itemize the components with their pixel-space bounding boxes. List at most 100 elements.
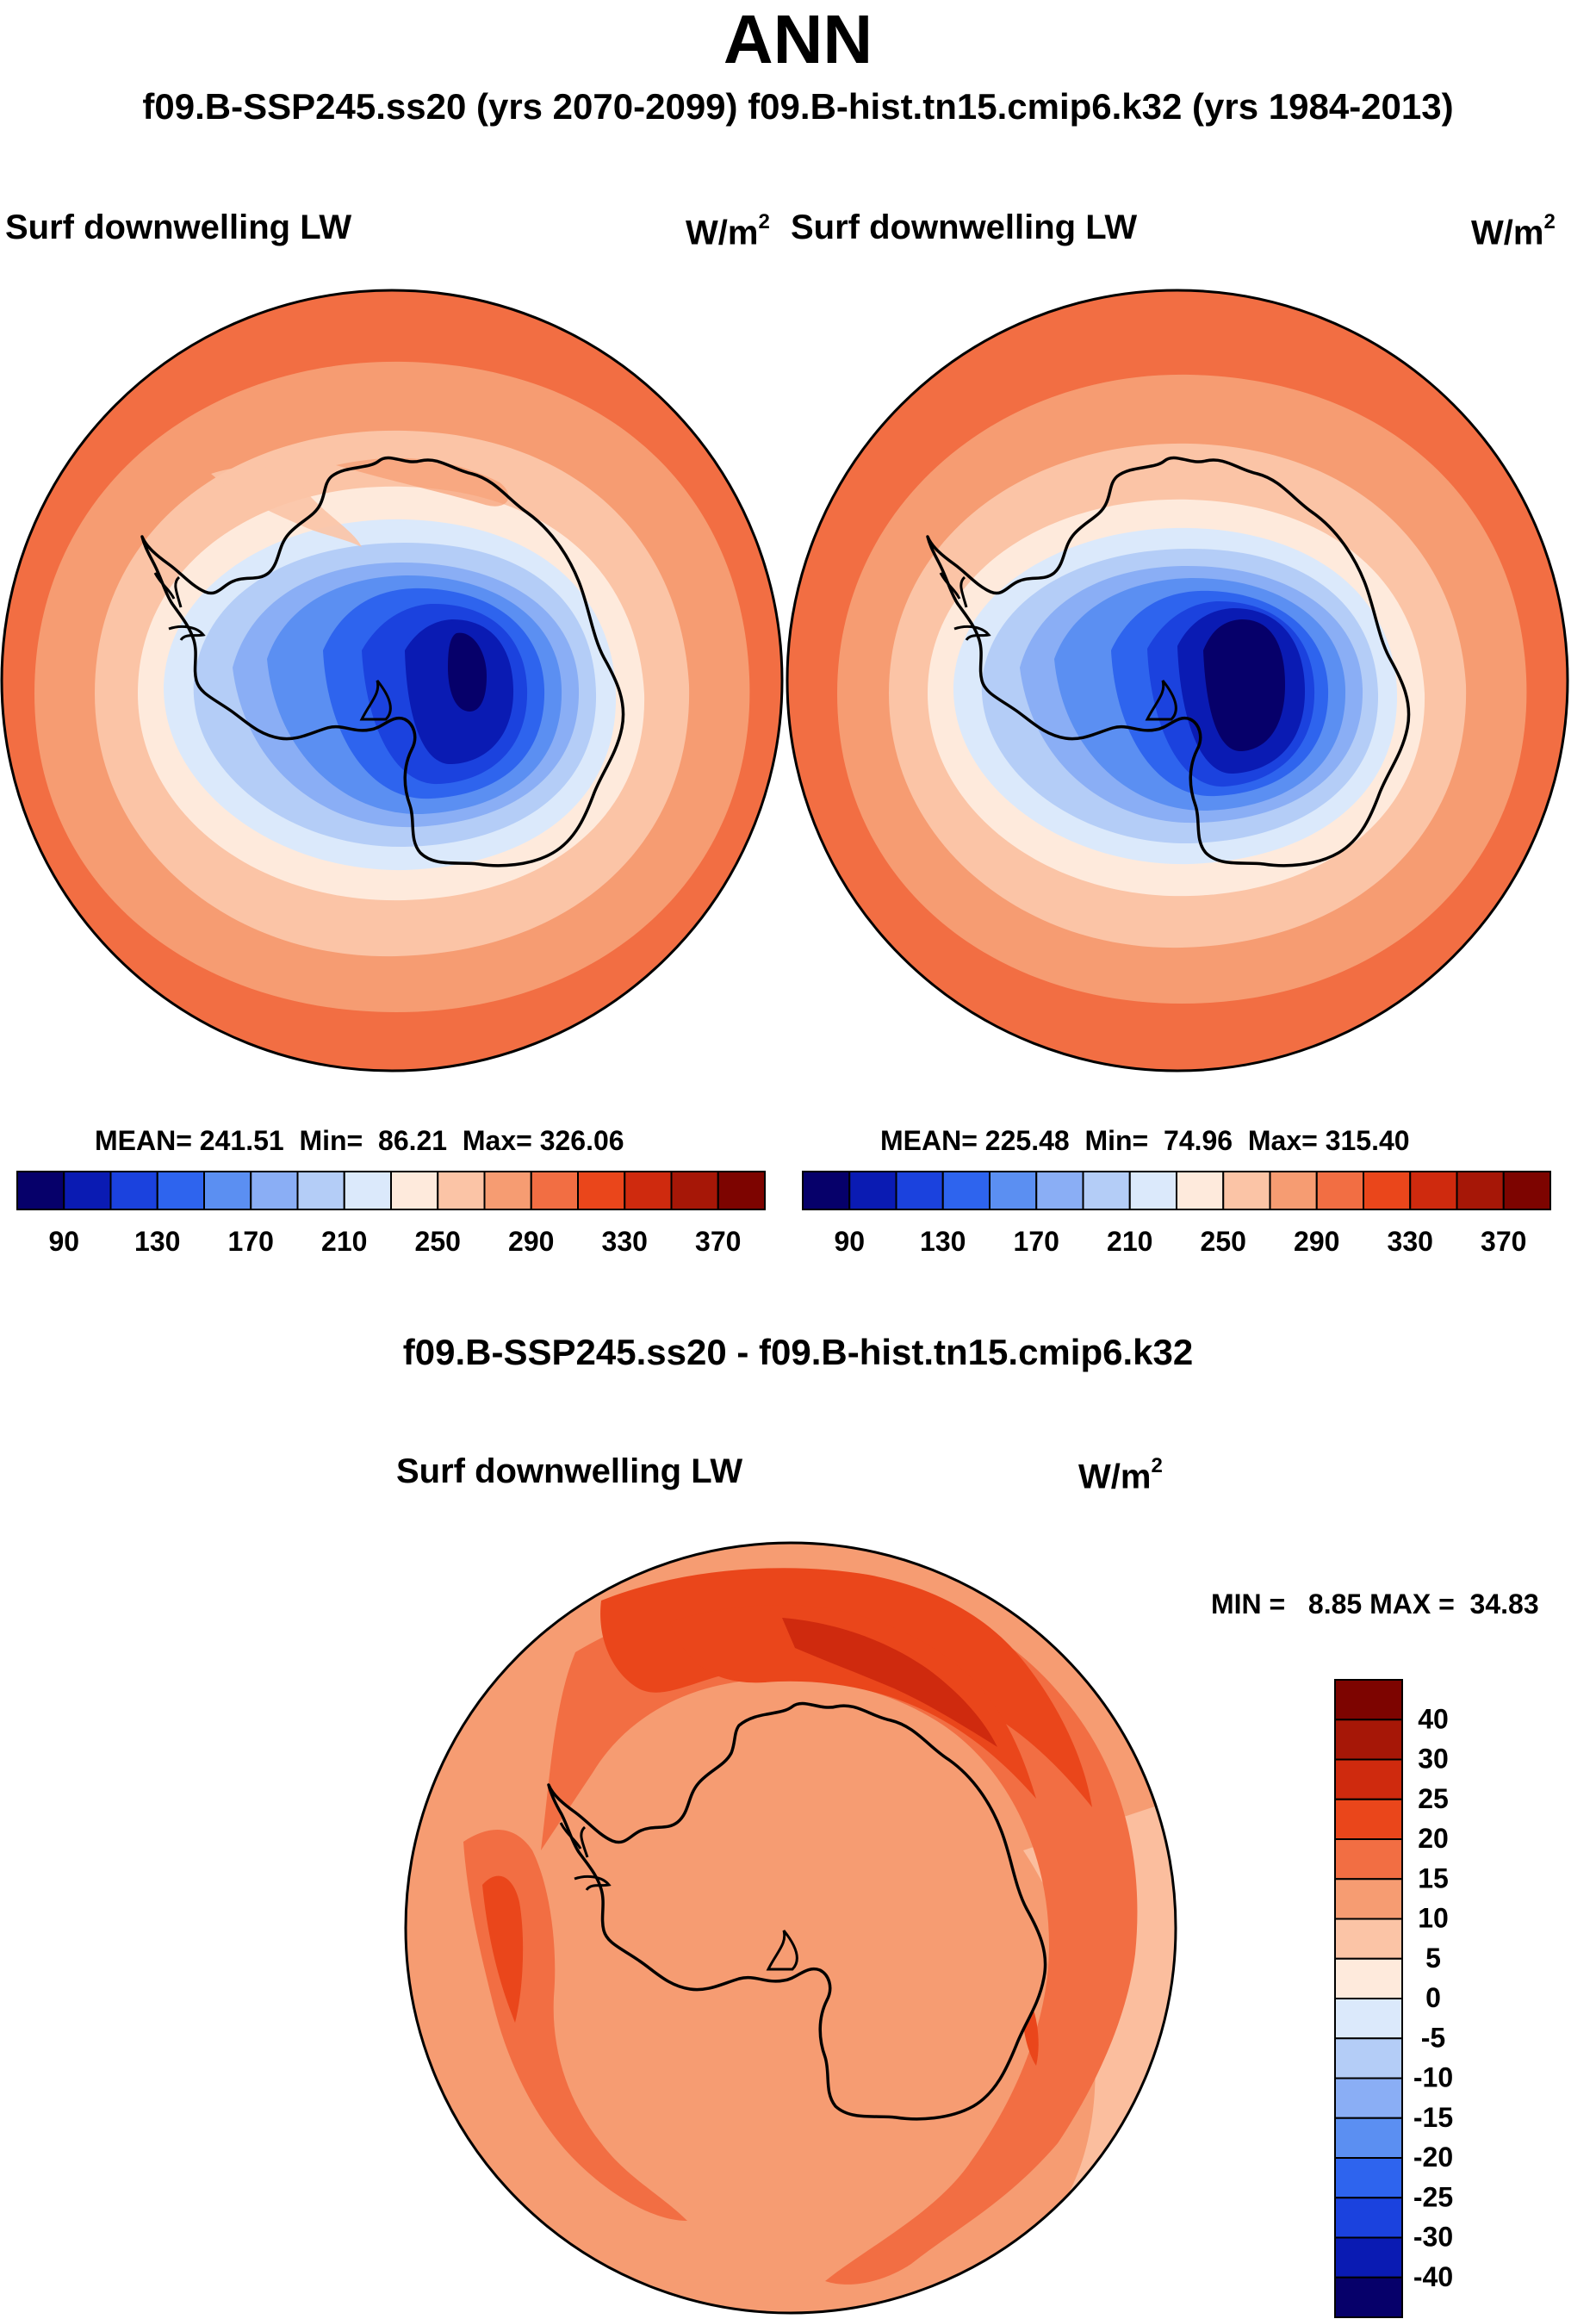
right-colorbar-label: 130 bbox=[920, 1226, 966, 1257]
right-colorbar-label: 290 bbox=[1294, 1226, 1339, 1257]
diff-colorbar-label: -25 bbox=[1413, 2181, 1453, 2212]
left-antarctica-coastline bbox=[140, 456, 625, 867]
left-colorbar-box-13 bbox=[624, 1171, 673, 1210]
diff-colorbar-label: -20 bbox=[1413, 2142, 1453, 2173]
diff-colorbar-label: 5 bbox=[1425, 1943, 1441, 1974]
diff-colorbar: 40 30 25 20 15 10 5 0 -5 -10 -15 -20 -25 -30 -40 bbox=[1334, 1679, 1453, 2318]
diff-antarctica-coastline bbox=[547, 1701, 1047, 2121]
diff-colorbar-label: -40 bbox=[1413, 2261, 1453, 2292]
left-colorbar-box-4 bbox=[203, 1171, 252, 1210]
left-panel-units: W/m2 bbox=[686, 210, 770, 252]
right-colorbar-label: 170 bbox=[1014, 1226, 1059, 1257]
left-colorbar-label: 370 bbox=[695, 1226, 741, 1257]
right-panel-stats: MEAN= 225.48 Min= 74.96 Max= 315.40 bbox=[880, 1125, 1410, 1156]
diff-field-20-ring bbox=[541, 1589, 1138, 2285]
left-field-90 bbox=[448, 632, 487, 712]
diff-colorbar-box-5 bbox=[1334, 1878, 1403, 1920]
left-colorbar-box-11 bbox=[530, 1171, 579, 1210]
left-colorbar-box-2 bbox=[109, 1171, 158, 1210]
diff-colorbar-label: 30 bbox=[1418, 1744, 1449, 1775]
diff-peninsula-detail bbox=[559, 1822, 612, 1891]
right-colorbar-label: 330 bbox=[1388, 1226, 1433, 1257]
left-colorbar-box-10 bbox=[483, 1171, 532, 1210]
diff-colorbar-box-4 bbox=[1334, 1838, 1403, 1881]
right-colorbar-label: 250 bbox=[1201, 1226, 1246, 1257]
left-polar-map bbox=[0, 289, 784, 1072]
diff-colorbar-label: -5 bbox=[1421, 2022, 1445, 2053]
diff-colorbar-box-3 bbox=[1334, 1798, 1403, 1840]
diff-map-border bbox=[404, 1541, 1177, 2315]
diff-field-30 bbox=[782, 1618, 997, 1747]
right-colorbar-box-15 bbox=[1502, 1171, 1551, 1210]
diff-ross-shelf-detail bbox=[766, 1930, 798, 1971]
left-colorbar-box-8 bbox=[390, 1171, 439, 1210]
right-map-border bbox=[786, 289, 1569, 1072]
left-colorbar-box-7 bbox=[343, 1171, 392, 1210]
left-colorbar-box-15 bbox=[717, 1171, 766, 1210]
right-antarctica-coastline bbox=[926, 456, 1411, 867]
diff-colorbar-label: -15 bbox=[1413, 2102, 1453, 2133]
right-colorbar-label: 370 bbox=[1481, 1226, 1526, 1257]
diff-colorbar-label: 25 bbox=[1418, 1783, 1449, 1814]
diff-colorbar-box-8 bbox=[1334, 1998, 1403, 2040]
diff-colorbar-label: -10 bbox=[1413, 2062, 1453, 2093]
right-colorbar-box-5 bbox=[1035, 1171, 1084, 1210]
right-panel-title: Surf downwelling LW bbox=[791, 208, 1138, 246]
right-colorbar-box-10 bbox=[1269, 1171, 1318, 1210]
diff-colorbar-label: -30 bbox=[1413, 2222, 1453, 2253]
diff-colorbar-label: 0 bbox=[1425, 1982, 1441, 2013]
diff-colorbar-box-14 bbox=[1334, 2236, 1403, 2279]
diff-colorbar-box-7 bbox=[1334, 1957, 1403, 1999]
left-colorbar-box-12 bbox=[577, 1171, 626, 1210]
right-colorbar-box-1 bbox=[848, 1171, 897, 1210]
right-colorbar-box-9 bbox=[1222, 1171, 1271, 1210]
left-colorbar: 90 130 170 210 250 290 330 370 bbox=[16, 1171, 766, 1257]
diff-colorbar-label: 20 bbox=[1418, 1823, 1449, 1854]
diff-panel-units: W/m2 bbox=[1078, 1454, 1163, 1496]
diff-panel-stats: MIN = 8.85 MAX = 34.83 bbox=[1211, 1588, 1539, 1620]
diff-colorbar-box-10 bbox=[1334, 2077, 1403, 2119]
comparison-subtitle: f09.B-SSP245.ss20 (yrs 2070-2099) f09.B-… bbox=[142, 86, 1454, 127]
right-ross-shelf-detail bbox=[1145, 680, 1177, 721]
left-colorbar-label: 130 bbox=[134, 1226, 180, 1257]
left-colorbar-box-3 bbox=[156, 1171, 205, 1210]
right-colorbar-box-11 bbox=[1315, 1171, 1364, 1210]
right-colorbar-box-3 bbox=[941, 1171, 991, 1210]
diff-colorbar-box-9 bbox=[1334, 2037, 1403, 2080]
left-colorbar-box-9 bbox=[437, 1171, 486, 1210]
left-colorbar-box-14 bbox=[670, 1171, 719, 1210]
right-colorbar-label: 90 bbox=[834, 1226, 865, 1257]
right-polar-map bbox=[786, 289, 1569, 1072]
left-peninsula-detail bbox=[153, 572, 206, 641]
right-colorbar-box-8 bbox=[1176, 1171, 1225, 1210]
diff-colorbar-box-11 bbox=[1334, 2117, 1403, 2159]
left-colorbar-box-6 bbox=[296, 1171, 345, 1210]
left-colorbar-box-5 bbox=[250, 1171, 299, 1210]
diff-colorbar-label: 10 bbox=[1418, 1903, 1449, 1934]
left-colorbar-label: 330 bbox=[602, 1226, 648, 1257]
right-colorbar-box-12 bbox=[1363, 1171, 1412, 1210]
right-colorbar-box-2 bbox=[895, 1171, 944, 1210]
right-colorbar: 90 130 170 210 250 290 330 370 bbox=[802, 1171, 1551, 1257]
right-colorbar-box-14 bbox=[1456, 1171, 1505, 1210]
right-colorbar-box-6 bbox=[1082, 1171, 1131, 1210]
right-panel-units: W/m2 bbox=[1471, 210, 1556, 252]
right-field-90 bbox=[1203, 619, 1285, 752]
right-peninsula-detail bbox=[939, 572, 991, 641]
right-colorbar-box-4 bbox=[989, 1171, 1038, 1210]
left-colorbar-label: 170 bbox=[228, 1226, 274, 1257]
right-colorbar-box-13 bbox=[1409, 1171, 1458, 1210]
left-panel-stats: MEAN= 241.51 Min= 86.21 Max= 326.06 bbox=[95, 1125, 624, 1156]
left-ross-shelf-detail bbox=[359, 680, 392, 721]
diff-colorbar-box-12 bbox=[1334, 2157, 1403, 2199]
diff-colorbar-label: 40 bbox=[1418, 1703, 1449, 1734]
diff-colorbar-box-2 bbox=[1334, 1758, 1403, 1800]
right-colorbar-label: 210 bbox=[1107, 1226, 1152, 1257]
left-colorbar-label: 290 bbox=[508, 1226, 554, 1257]
diff-panel-title: Surf downwelling LW bbox=[396, 1452, 743, 1490]
right-colorbar-box-0 bbox=[802, 1171, 851, 1210]
diff-colorbar-box-1 bbox=[1334, 1719, 1403, 1761]
diff-antarctica-fill bbox=[549, 1703, 1046, 2119]
diff-field-25-inner bbox=[670, 1605, 1036, 1799]
left-colorbar-box-0 bbox=[16, 1171, 65, 1210]
